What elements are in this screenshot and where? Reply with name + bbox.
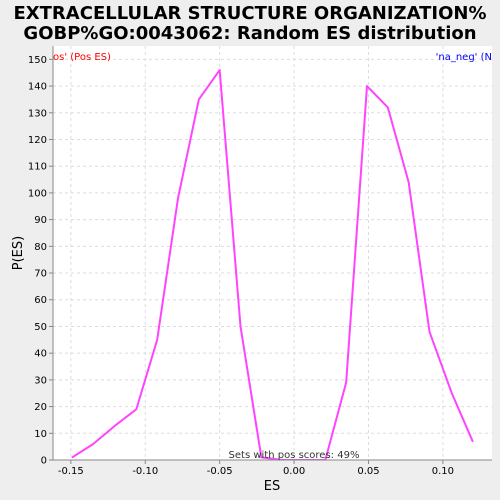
data-point: [92, 443, 94, 445]
y-tick-label: 150: [28, 55, 47, 66]
data-point: [198, 99, 200, 101]
data-point: [240, 326, 242, 328]
y-tick-label: 140: [28, 82, 47, 93]
data-point: [366, 85, 368, 87]
y-tick-label: 90: [34, 215, 47, 226]
y-tick-label: 70: [34, 269, 47, 280]
y-tick-label: 50: [34, 322, 47, 333]
data-point: [472, 441, 474, 443]
x-ticks: -0.15 -0.10 -0.05 0.00 0.05 0.10: [58, 460, 454, 477]
data-point: [115, 424, 117, 426]
x-tick-label: -0.05: [207, 466, 233, 477]
y-tick-label: 10: [34, 429, 47, 440]
y-tick-label: 120: [28, 135, 47, 146]
x-tick-label: -0.15: [58, 466, 84, 477]
legend-entry-pos: os' (Pos ES): [53, 52, 111, 63]
data-point: [156, 339, 158, 341]
plot-area: [53, 46, 492, 460]
y-axis-label: P(ES): [11, 236, 26, 270]
data-point: [177, 197, 179, 199]
x-axis-label: ES: [264, 479, 280, 494]
x-tick-label: -0.10: [132, 466, 158, 477]
data-point: [219, 69, 221, 71]
y-tick-label: 30: [34, 375, 47, 386]
chart-title-line-1: EXTRACELLULAR STRUCTURE ORGANIZATION%: [13, 3, 486, 24]
y-ticks: 0 10 20 30 40 50 60 70 80 90 100 110 120 130 140 150: [28, 55, 53, 467]
y-tick-label: 80: [34, 242, 47, 253]
y-tick-label: 20: [34, 402, 47, 413]
y-tick-label: 0: [41, 456, 47, 467]
legend-entry-neg: 'na_neg' (N: [436, 52, 492, 63]
data-point: [72, 457, 74, 459]
x-tick-label: 0.10: [432, 466, 454, 477]
data-point: [429, 331, 431, 333]
data-point: [345, 382, 347, 384]
data-point: [387, 107, 389, 109]
y-tick-label: 110: [28, 162, 47, 173]
y-tick-label: 60: [34, 295, 47, 306]
x-tick-label: 0.00: [283, 466, 305, 477]
y-tick-label: 40: [34, 349, 47, 360]
pos-scores-annotation: Sets with pos scores: 49%: [229, 450, 360, 461]
data-point: [136, 408, 138, 410]
data-point: [451, 392, 453, 394]
y-tick-label: 100: [28, 188, 47, 199]
chart-title-line-2: GOBP%GO:0043062: Random ES distribution: [23, 23, 476, 44]
x-tick-label: 0.05: [357, 466, 379, 477]
data-point: [408, 181, 410, 183]
y-tick-label: 130: [28, 108, 47, 119]
